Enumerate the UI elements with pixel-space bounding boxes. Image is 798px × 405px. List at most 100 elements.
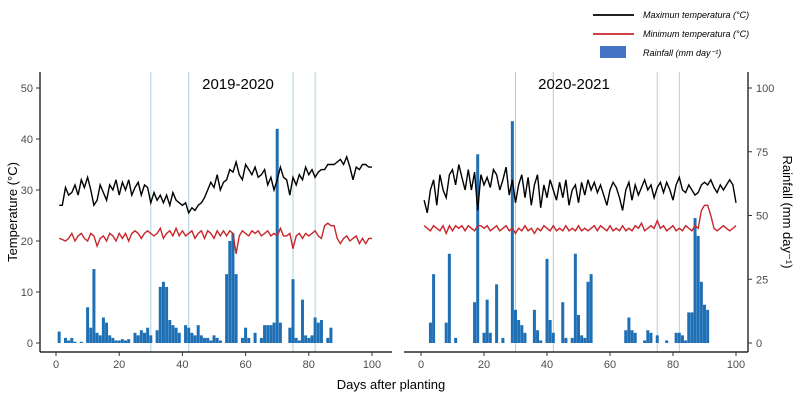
panel-2-title: 2020-2021 [538,76,610,93]
panel-1-rain-bar-23 [142,332,146,343]
panel-2-x-tick-label-3: 60 [604,359,616,371]
panel-2-rain-bar-37 [646,330,650,343]
panel-1-rain-bar-44 [215,337,219,343]
panel-1-rain-bar-13 [108,335,112,343]
panel-1-rain-bar-15 [114,340,118,343]
panel-1-x-tick-label-2: 40 [176,359,188,371]
panel-2-rain-bar-18 [536,330,540,343]
panel-2-rain-bar-40 [665,340,669,343]
panel-2-x-tick-label-1: 20 [478,359,490,371]
right-y-tick-label-3: 75 [756,147,768,159]
panel-1-rain-bar-29 [165,286,169,343]
panel-1-rain-bar-32 [174,327,178,343]
panel-1-tmax-line [59,154,372,215]
right-y-tick-label-0: 0 [756,338,762,350]
panel-1: 2019-2020 0 20 40 60 80 100 [40,72,392,371]
panel-1-rain-bar-3 [70,337,74,343]
panel-1-rain-bar-22 [139,330,143,343]
panel-2-rain-bar-7 [482,332,486,343]
legend-label-rain: Rainfall (mm day⁻¹) [643,48,721,58]
panel-2-rain-bar-26 [573,253,577,343]
panel-1-rain-bar-40 [203,337,207,343]
panel-2-rain-bar-1 [432,274,436,343]
panel-1-rain-bar-65 [300,299,304,343]
panel-2-rain-bar-27 [577,314,580,343]
panel-1-rain-bar-14 [111,337,115,343]
panel-2-rain-bar-15 [520,325,524,343]
panel-1-rain-bar-72 [326,337,330,343]
panel-2-rain-bar-4 [454,337,458,343]
panel-1-vlines [150,72,316,352]
panel-1-rain-bar-45 [218,340,222,343]
panel-1-rain-bar-60 [278,322,282,343]
panel-1-rain-bar-16 [117,340,121,343]
panel-1-rain-bar-73 [329,327,333,343]
panel-1-rain-bar-67 [307,337,311,343]
panel-1-rain-bar-19 [127,339,131,343]
panel-1-rain-bar-36 [190,332,194,343]
panel-1-x-ticks: 0 20 40 60 80 100 [53,352,381,371]
panel-2-rain-bar-32 [624,330,628,343]
panel-2-rain-bar-46 [690,312,694,343]
panel-2-rain-bars [428,121,710,344]
panel-2-rain-bar-24 [564,337,568,343]
panel-2-rain-bar-0 [428,322,432,343]
panel-1-rain-bar-28 [161,281,165,343]
panel-2-rain-bar-23 [561,302,565,343]
panel-2-rain-bar-12 [510,121,514,344]
panel-2-rain-bar-21 [548,320,552,343]
legend: Maximun temperatura (°C) Minimum tempera… [593,10,749,58]
panel-1-title: 2019-2020 [202,76,274,93]
panel-1-rain-bar-57 [269,325,273,343]
panel-1-x-tick-label-0: 0 [53,359,59,371]
panel-1-rain-bar-42 [209,340,213,343]
panel-2-rain-bar-49 [699,281,703,343]
panel-1-rain-bar-51 [244,327,248,343]
panel-2-rain-bar-22 [551,332,555,343]
panel-1-rain-bar-11 [101,317,105,343]
panel-2-rain-bar-25 [570,337,574,343]
panel-2-rain-bar-34 [630,330,634,343]
panel-2-rain-bar-48 [696,235,700,343]
panel-2: 2020-2021 0 20 40 60 80 100 [404,72,748,371]
panel-2-rain-bar-31 [589,274,593,343]
panel-1-rain-bar-55 [263,325,267,343]
panel-1-rain-bar-5 [79,341,83,343]
panel-1-rain-bar-53 [253,332,257,343]
right-y-tick-label-4: 100 [756,83,774,95]
panel-2-rain-bar-42 [677,332,681,343]
left-y-axis-title: Temperature (°C) [5,162,20,262]
panel-1-rain-bars [57,128,333,343]
panel-2-x-ticks: 0 20 40 60 80 100 [418,352,745,371]
panel-2-rain-bar-41 [674,332,678,343]
panel-1-rain-bar-9 [95,332,99,343]
panel-1-rain-bar-50 [240,337,244,343]
panel-1-rain-bar-70 [316,322,320,343]
panel-1-rain-bar-30 [168,320,172,343]
panel-1-rain-bar-12 [105,322,109,343]
panel-1-rain-bar-21 [136,335,140,343]
panel-2-tmax-line [423,164,737,214]
panel-1-rain-bar-37 [193,335,197,343]
panel-1-rain-bar-2 [67,340,71,343]
legend-label-tmin: Minimum temperatura (°C) [643,29,749,39]
panel-1-rain-bar-48 [231,233,235,343]
panel-2-rain-bar-30 [586,281,590,343]
panel-1-rain-bar-10 [98,335,102,343]
panel-1-rain-bar-7 [89,327,93,343]
panel-1-rain-bar-52 [247,337,251,343]
panel-1-rain-bar-1 [63,337,67,343]
panel-1-rain-bar-31 [171,325,175,343]
panel-1-rain-bar-20 [133,332,137,343]
panel-1-rain-bar-56 [266,325,270,343]
panel-2-rain-bar-6 [476,154,480,343]
panel-1-rain-bar-63 [294,337,298,343]
panel-2-rain-bar-47 [693,218,697,343]
x-axis-title: Days after planting [337,377,445,392]
panel-2-rain-bar-20 [545,258,549,343]
left-y-tick-label-5: 50 [21,83,33,95]
panel-2-x-tick-label-5: 100 [727,359,745,371]
panel-2-x-tick-label-0: 0 [418,359,424,371]
panel-2-rain-bar-3 [447,253,451,343]
